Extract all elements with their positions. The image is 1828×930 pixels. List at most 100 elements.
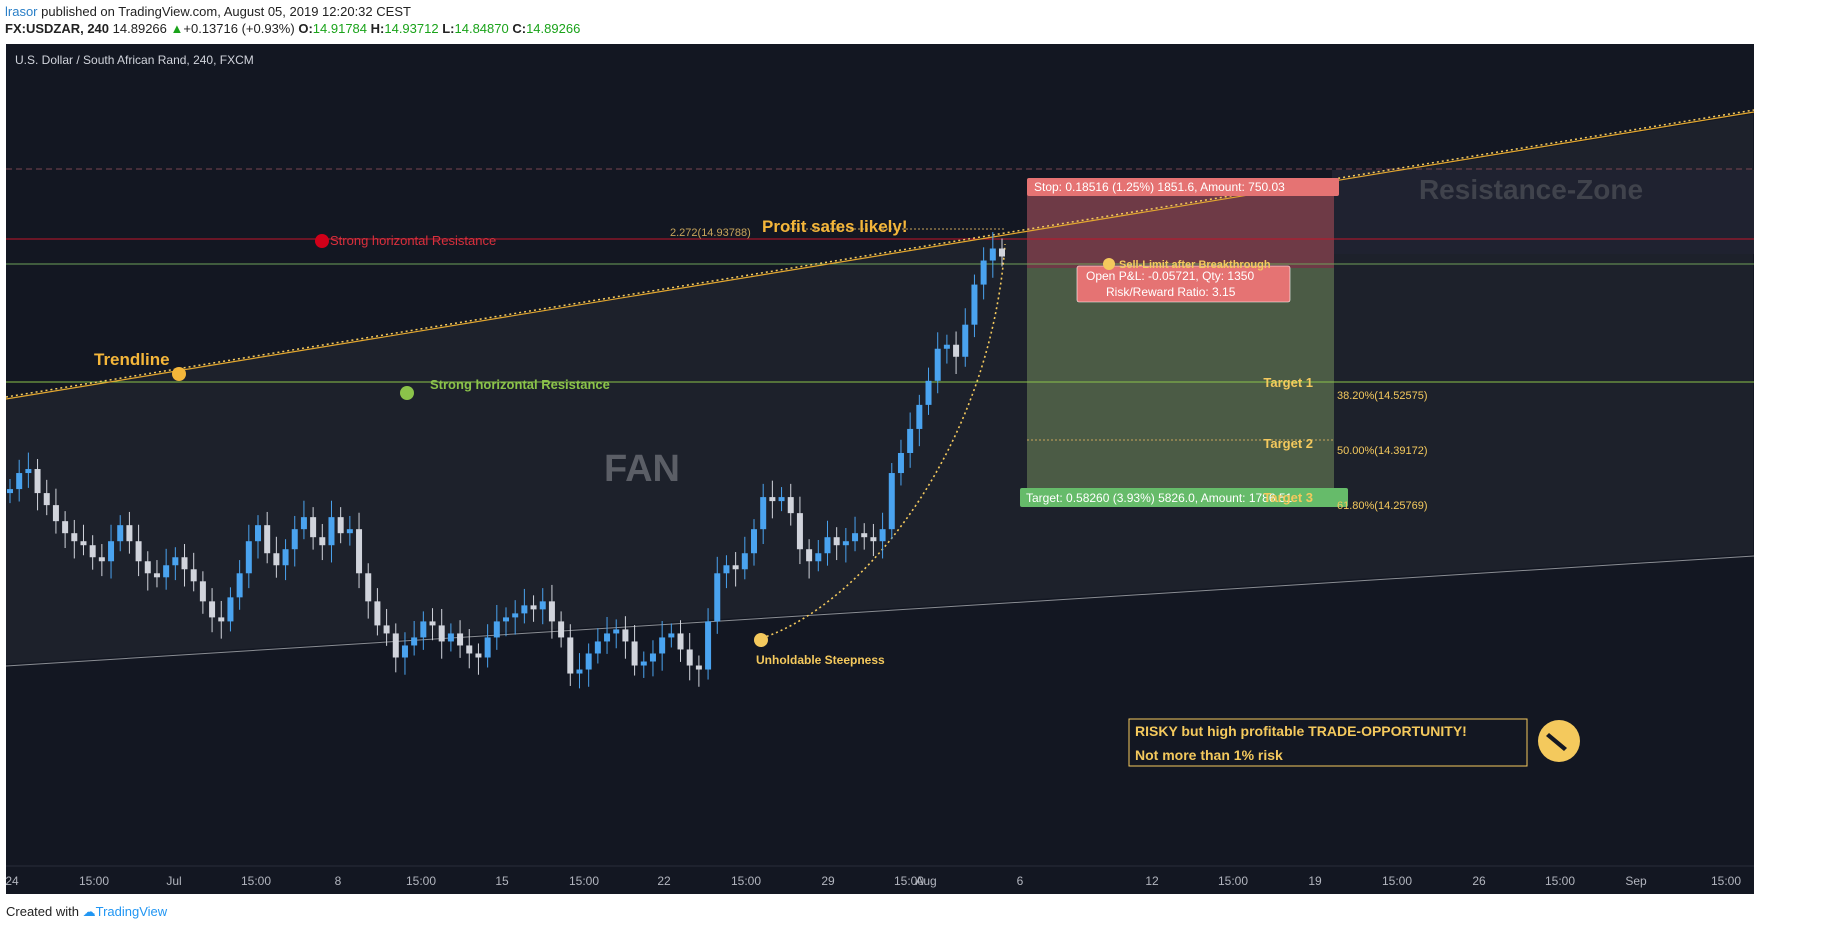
candle-body — [291, 529, 298, 550]
target1-label: Target 1 — [1263, 375, 1313, 390]
sell-limit-label: Sell-Limit after Breakthrough — [1119, 259, 1271, 271]
candle-body — [870, 537, 877, 542]
high-label: H: — [370, 21, 385, 36]
trendline — [5, 111, 1755, 400]
chart-svg[interactable]: Resistance-Zone Strong horizontal Resis — [5, 44, 1828, 894]
candle-body — [190, 569, 197, 582]
candle-body — [98, 557, 105, 562]
candle-body — [548, 601, 555, 622]
candle-body — [209, 601, 216, 618]
candle-body — [760, 497, 767, 530]
candle-body — [319, 537, 326, 546]
candle-body — [714, 573, 721, 622]
candle-body — [144, 561, 151, 574]
candle-body — [7, 489, 13, 494]
candle-body — [943, 344, 950, 349]
fib1-label: 38.20%(14.52575) — [1337, 390, 1428, 402]
chart-area[interactable]: Resistance-Zone Strong horizontal Resis — [5, 44, 1828, 894]
candle-body — [971, 284, 978, 325]
candle-body — [62, 521, 69, 534]
candle-body — [264, 525, 271, 554]
candle-body — [622, 629, 629, 642]
x-tick-label: 8 — [335, 874, 342, 888]
candle-body — [925, 380, 932, 405]
x-tick-label: 22 — [657, 874, 671, 888]
candle-body — [503, 617, 509, 622]
trendline-dot[interactable] — [172, 367, 186, 381]
candle-body — [71, 533, 78, 542]
candle-body — [962, 324, 969, 357]
candle-body — [199, 581, 206, 602]
candle-body — [475, 653, 482, 658]
candle-body — [383, 625, 390, 634]
x-tick-label: 15:00 — [241, 874, 271, 888]
x-tick-label: 26 — [1472, 874, 1486, 888]
candlestick-series — [7, 232, 1005, 689]
candle-body — [806, 549, 813, 562]
candle-body — [778, 497, 785, 502]
green-resistance-label: Strong horizontal Resistance — [430, 377, 610, 392]
created-with-text: Created with — [6, 904, 79, 919]
tradingview-logo-icon[interactable]: ☁ — [82, 904, 96, 919]
candle-body — [34, 469, 41, 494]
resistance-zone-label: Resistance-Zone — [1419, 174, 1643, 205]
candle-body — [677, 633, 684, 650]
green-resistance-dot[interactable] — [400, 386, 414, 400]
steepness-label: Unholdable Steepness — [756, 653, 885, 667]
target-box — [1020, 488, 1348, 507]
candle-body — [255, 525, 261, 542]
candle-body — [337, 517, 344, 534]
candle-body — [493, 621, 500, 638]
candle-body — [861, 533, 868, 538]
candle-body — [530, 605, 537, 610]
target-zone — [1027, 268, 1334, 492]
candle-body — [907, 428, 914, 453]
candle-body — [172, 557, 179, 566]
x-tick-label: 29 — [821, 874, 835, 888]
candle-body — [732, 565, 739, 570]
trendline-label: Trendline — [94, 350, 170, 369]
steepness-dot[interactable] — [754, 633, 768, 647]
candle-body — [392, 633, 399, 658]
candle-body — [640, 661, 647, 666]
sell-limit-dot[interactable] — [1103, 258, 1115, 270]
publish-header: lrasor published on TradingView.com, Aug… — [0, 0, 1828, 40]
candle-body — [888, 473, 895, 530]
candle-body — [649, 653, 656, 662]
candle-body — [466, 645, 473, 654]
candle-body — [604, 633, 611, 642]
candle-body — [153, 573, 160, 578]
x-tick-label: Aug — [915, 874, 936, 888]
candle-body — [447, 633, 454, 642]
x-tick-label: 15:00 — [1382, 874, 1412, 888]
target3-label: Target 3 — [1263, 490, 1313, 505]
red-resistance-dot[interactable] — [315, 234, 329, 248]
candle-body — [108, 541, 115, 562]
risk-reward-label: Risk/Reward Ratio: 3.15 — [1106, 285, 1236, 299]
candle-body — [236, 573, 243, 598]
x-tick-label: 15:00 — [1711, 874, 1741, 888]
x-tick-label: 15:00 — [569, 874, 599, 888]
candle-body — [126, 525, 133, 542]
candle-body — [695, 665, 702, 670]
author-link[interactable]: lrasor — [5, 4, 38, 19]
risky-line2: Not more than 1% risk — [1135, 747, 1283, 763]
candle-body — [668, 633, 675, 638]
candle-body — [613, 629, 620, 634]
candle-body — [999, 248, 1005, 257]
tradingview-brand[interactable]: TradingView — [95, 904, 168, 919]
x-tick-label: 15 — [495, 874, 509, 888]
pencil-icon[interactable] — [1538, 720, 1580, 762]
x-tick-label: 15:00 — [731, 874, 761, 888]
pencil-icon-shape — [1546, 733, 1567, 751]
x-tick-label: 12 — [1145, 874, 1159, 888]
open-pl-label: Open P&L: -0.05721, Qty: 1350 — [1086, 269, 1254, 283]
close-value: 14.89266 — [526, 21, 581, 36]
fib3-label: 61.80%(14.25769) — [1337, 500, 1428, 512]
candle-body — [218, 617, 225, 622]
last-price: 14.89266 — [112, 21, 167, 36]
candle-body — [163, 565, 170, 578]
footer: Created with ☁TradingView — [0, 894, 1828, 930]
candle-body — [512, 613, 519, 618]
candle-body — [374, 601, 381, 626]
